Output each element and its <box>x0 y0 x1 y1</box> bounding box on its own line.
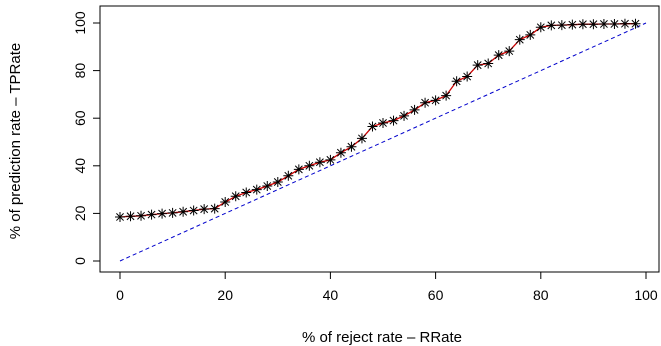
x-tick-label: 40 <box>323 287 339 303</box>
data-point <box>157 208 168 219</box>
data-point <box>420 97 431 108</box>
y-tick-label: 60 <box>72 110 88 126</box>
data-point <box>504 46 515 57</box>
data-point <box>125 211 136 222</box>
data-point <box>619 18 630 29</box>
data-point <box>556 20 567 31</box>
data-point <box>493 50 504 61</box>
data-point <box>251 184 262 195</box>
y-axis-title: % of prediction rate – TPRate <box>7 43 24 240</box>
y-tick-label: 0 <box>72 257 88 265</box>
data-point <box>451 76 462 87</box>
data-point <box>230 191 241 202</box>
data-point <box>304 160 315 171</box>
data-point <box>325 154 336 165</box>
data-point <box>441 90 452 101</box>
x-tick-label: 20 <box>217 287 233 303</box>
y-tick-label: 40 <box>72 158 88 174</box>
data-point <box>577 19 588 30</box>
data-point <box>293 164 304 175</box>
data-point <box>598 18 609 29</box>
data-point <box>609 18 620 29</box>
data-point <box>146 209 157 220</box>
data-point <box>588 19 599 30</box>
data-point <box>567 19 578 30</box>
y-tick-label: 80 <box>72 63 88 79</box>
data-point <box>199 204 210 215</box>
data-point <box>283 170 294 181</box>
data-point <box>356 133 367 144</box>
data-point <box>378 117 388 128</box>
x-tick-label: 60 <box>428 287 444 303</box>
data-point <box>472 60 483 71</box>
data-point <box>535 22 546 33</box>
x-tick-label: 0 <box>116 287 124 303</box>
data-point <box>546 20 557 31</box>
data-point <box>241 187 252 198</box>
data-point <box>136 210 147 221</box>
data-point <box>514 34 525 45</box>
data-point <box>462 71 473 82</box>
data-point <box>388 115 399 126</box>
data-point <box>483 58 494 69</box>
x-tick-label: 100 <box>634 287 658 303</box>
data-point <box>525 29 536 40</box>
data-point <box>262 181 273 192</box>
data-point <box>220 196 231 207</box>
data-point <box>430 95 441 106</box>
data-point <box>188 205 199 216</box>
data-point <box>314 157 325 168</box>
data-point <box>630 18 641 29</box>
y-tick-label: 20 <box>72 205 88 221</box>
data-point <box>367 121 378 132</box>
y-tick-label: 100 <box>72 11 88 35</box>
data-point <box>335 147 346 158</box>
data-point <box>399 110 410 121</box>
x-tick-label: 80 <box>533 287 549 303</box>
reference-line <box>119 22 647 262</box>
x-axis-title: % of reject rate – RRate <box>302 329 462 346</box>
plot-area: 0 20 40 60 80 100 0 20 40 60 80 100 <box>72 5 660 303</box>
data-point <box>209 203 220 214</box>
data-point <box>272 176 283 187</box>
data-point <box>409 104 420 115</box>
data-point <box>346 141 357 152</box>
data-point <box>178 206 189 217</box>
series-line <box>119 23 636 218</box>
data-point <box>115 211 125 222</box>
data-point <box>167 207 178 218</box>
